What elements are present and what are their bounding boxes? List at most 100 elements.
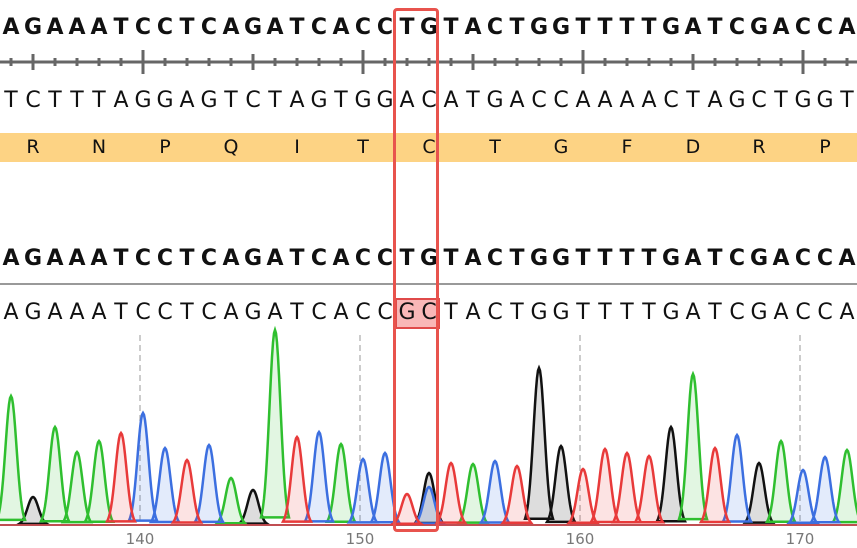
complement-base: C: [531, 88, 547, 113]
alignment-base: C: [134, 246, 152, 271]
complement-base: T: [4, 88, 18, 113]
reference-base: T: [575, 15, 591, 40]
reference-base: T: [179, 15, 195, 40]
amino-acid: N: [91, 136, 107, 158]
peak-T: [698, 445, 732, 524]
reference-base: A: [464, 15, 482, 40]
alignment-base: A: [772, 246, 790, 271]
alignment-base: T: [597, 246, 613, 271]
reference-base: C: [816, 15, 834, 40]
peak-C: [720, 432, 754, 523]
reference-base: T: [707, 15, 723, 40]
mismatch-highlight: [395, 298, 440, 329]
axis-tick-label: 150: [345, 530, 375, 548]
reference-base: G: [23, 15, 43, 40]
complement-base: G: [376, 88, 394, 113]
amino-acid: T: [357, 136, 369, 158]
complement-base: A: [707, 88, 723, 113]
peak-C: [786, 468, 820, 525]
complement-base: A: [113, 88, 129, 113]
complement-base: C: [25, 88, 41, 113]
alignment-base: A: [838, 246, 856, 271]
read-base: T: [180, 300, 194, 325]
complement-base: T: [840, 88, 854, 113]
reference-base: T: [113, 15, 129, 40]
read-base: C: [377, 300, 393, 325]
divider: [0, 283, 857, 285]
complement-base: G: [794, 88, 812, 113]
peak-C: [478, 459, 512, 524]
peak-T: [170, 458, 204, 524]
complement-base: G: [310, 88, 328, 113]
reference-base: C: [200, 15, 218, 40]
peak-A: [82, 438, 116, 523]
alignment-base: C: [310, 246, 328, 271]
selection-box[interactable]: [393, 8, 439, 532]
alignment-base: A: [90, 246, 108, 271]
peak-C: [192, 442, 226, 524]
peak-A: [456, 462, 490, 524]
alignment-base: A: [684, 246, 702, 271]
alignment-base: T: [179, 246, 195, 271]
amino-acid: C: [422, 136, 436, 158]
alignment-base: C: [200, 246, 218, 271]
complement-base: A: [597, 88, 613, 113]
alignment-base: G: [419, 246, 439, 271]
reference-base: T: [597, 15, 613, 40]
peak-C: [346, 457, 380, 524]
read-base: C: [795, 300, 811, 325]
complement-base: G: [200, 88, 218, 113]
alignment-base: T: [641, 246, 657, 271]
read-base: C: [421, 300, 437, 325]
read-base: A: [465, 300, 481, 325]
read-base: G: [244, 300, 262, 325]
complement-base: T: [92, 88, 106, 113]
peak-G: [544, 443, 578, 524]
complement-base: C: [751, 88, 767, 113]
peak-A: [214, 476, 248, 525]
peak-C: [808, 455, 842, 524]
complement-base: A: [289, 88, 305, 113]
complement-base: G: [354, 88, 372, 113]
amino-acid: G: [553, 136, 569, 158]
reference-base: T: [509, 15, 525, 40]
reference-base: C: [310, 15, 328, 40]
alignment-base: C: [354, 246, 372, 271]
amino-acid: D: [685, 136, 701, 158]
axis-tick-label: 140: [125, 530, 155, 548]
peak-G: [523, 364, 555, 521]
reference-base: C: [354, 15, 372, 40]
peak-T: [610, 451, 644, 524]
reference-base: T: [443, 15, 459, 40]
reference-base: A: [68, 15, 86, 40]
complement-base: T: [466, 88, 480, 113]
axis-tick-label: 160: [565, 530, 595, 548]
complement-base: T: [686, 88, 700, 113]
alignment-base: A: [332, 246, 350, 271]
read-base: A: [685, 300, 701, 325]
amino-acid: P: [819, 136, 831, 158]
read-base: T: [290, 300, 304, 325]
complement-base: G: [728, 88, 746, 113]
alignment-base: A: [68, 246, 86, 271]
peak-T: [632, 454, 666, 524]
complement-base: A: [179, 88, 195, 113]
alignment-base: G: [243, 246, 263, 271]
reference-base: C: [794, 15, 812, 40]
reference-base: A: [2, 15, 20, 40]
reference-base: A: [332, 15, 350, 40]
reference-base: A: [46, 15, 64, 40]
complement-base: A: [509, 88, 525, 113]
alignment-base: T: [619, 246, 635, 271]
complement-base: A: [443, 88, 459, 113]
amino-acid: T: [489, 136, 501, 158]
read-base: C: [135, 300, 151, 325]
read-base: C: [311, 300, 327, 325]
read-base: C: [157, 300, 173, 325]
reference-base: A: [90, 15, 108, 40]
read-base: A: [773, 300, 789, 325]
reference-base: C: [728, 15, 746, 40]
